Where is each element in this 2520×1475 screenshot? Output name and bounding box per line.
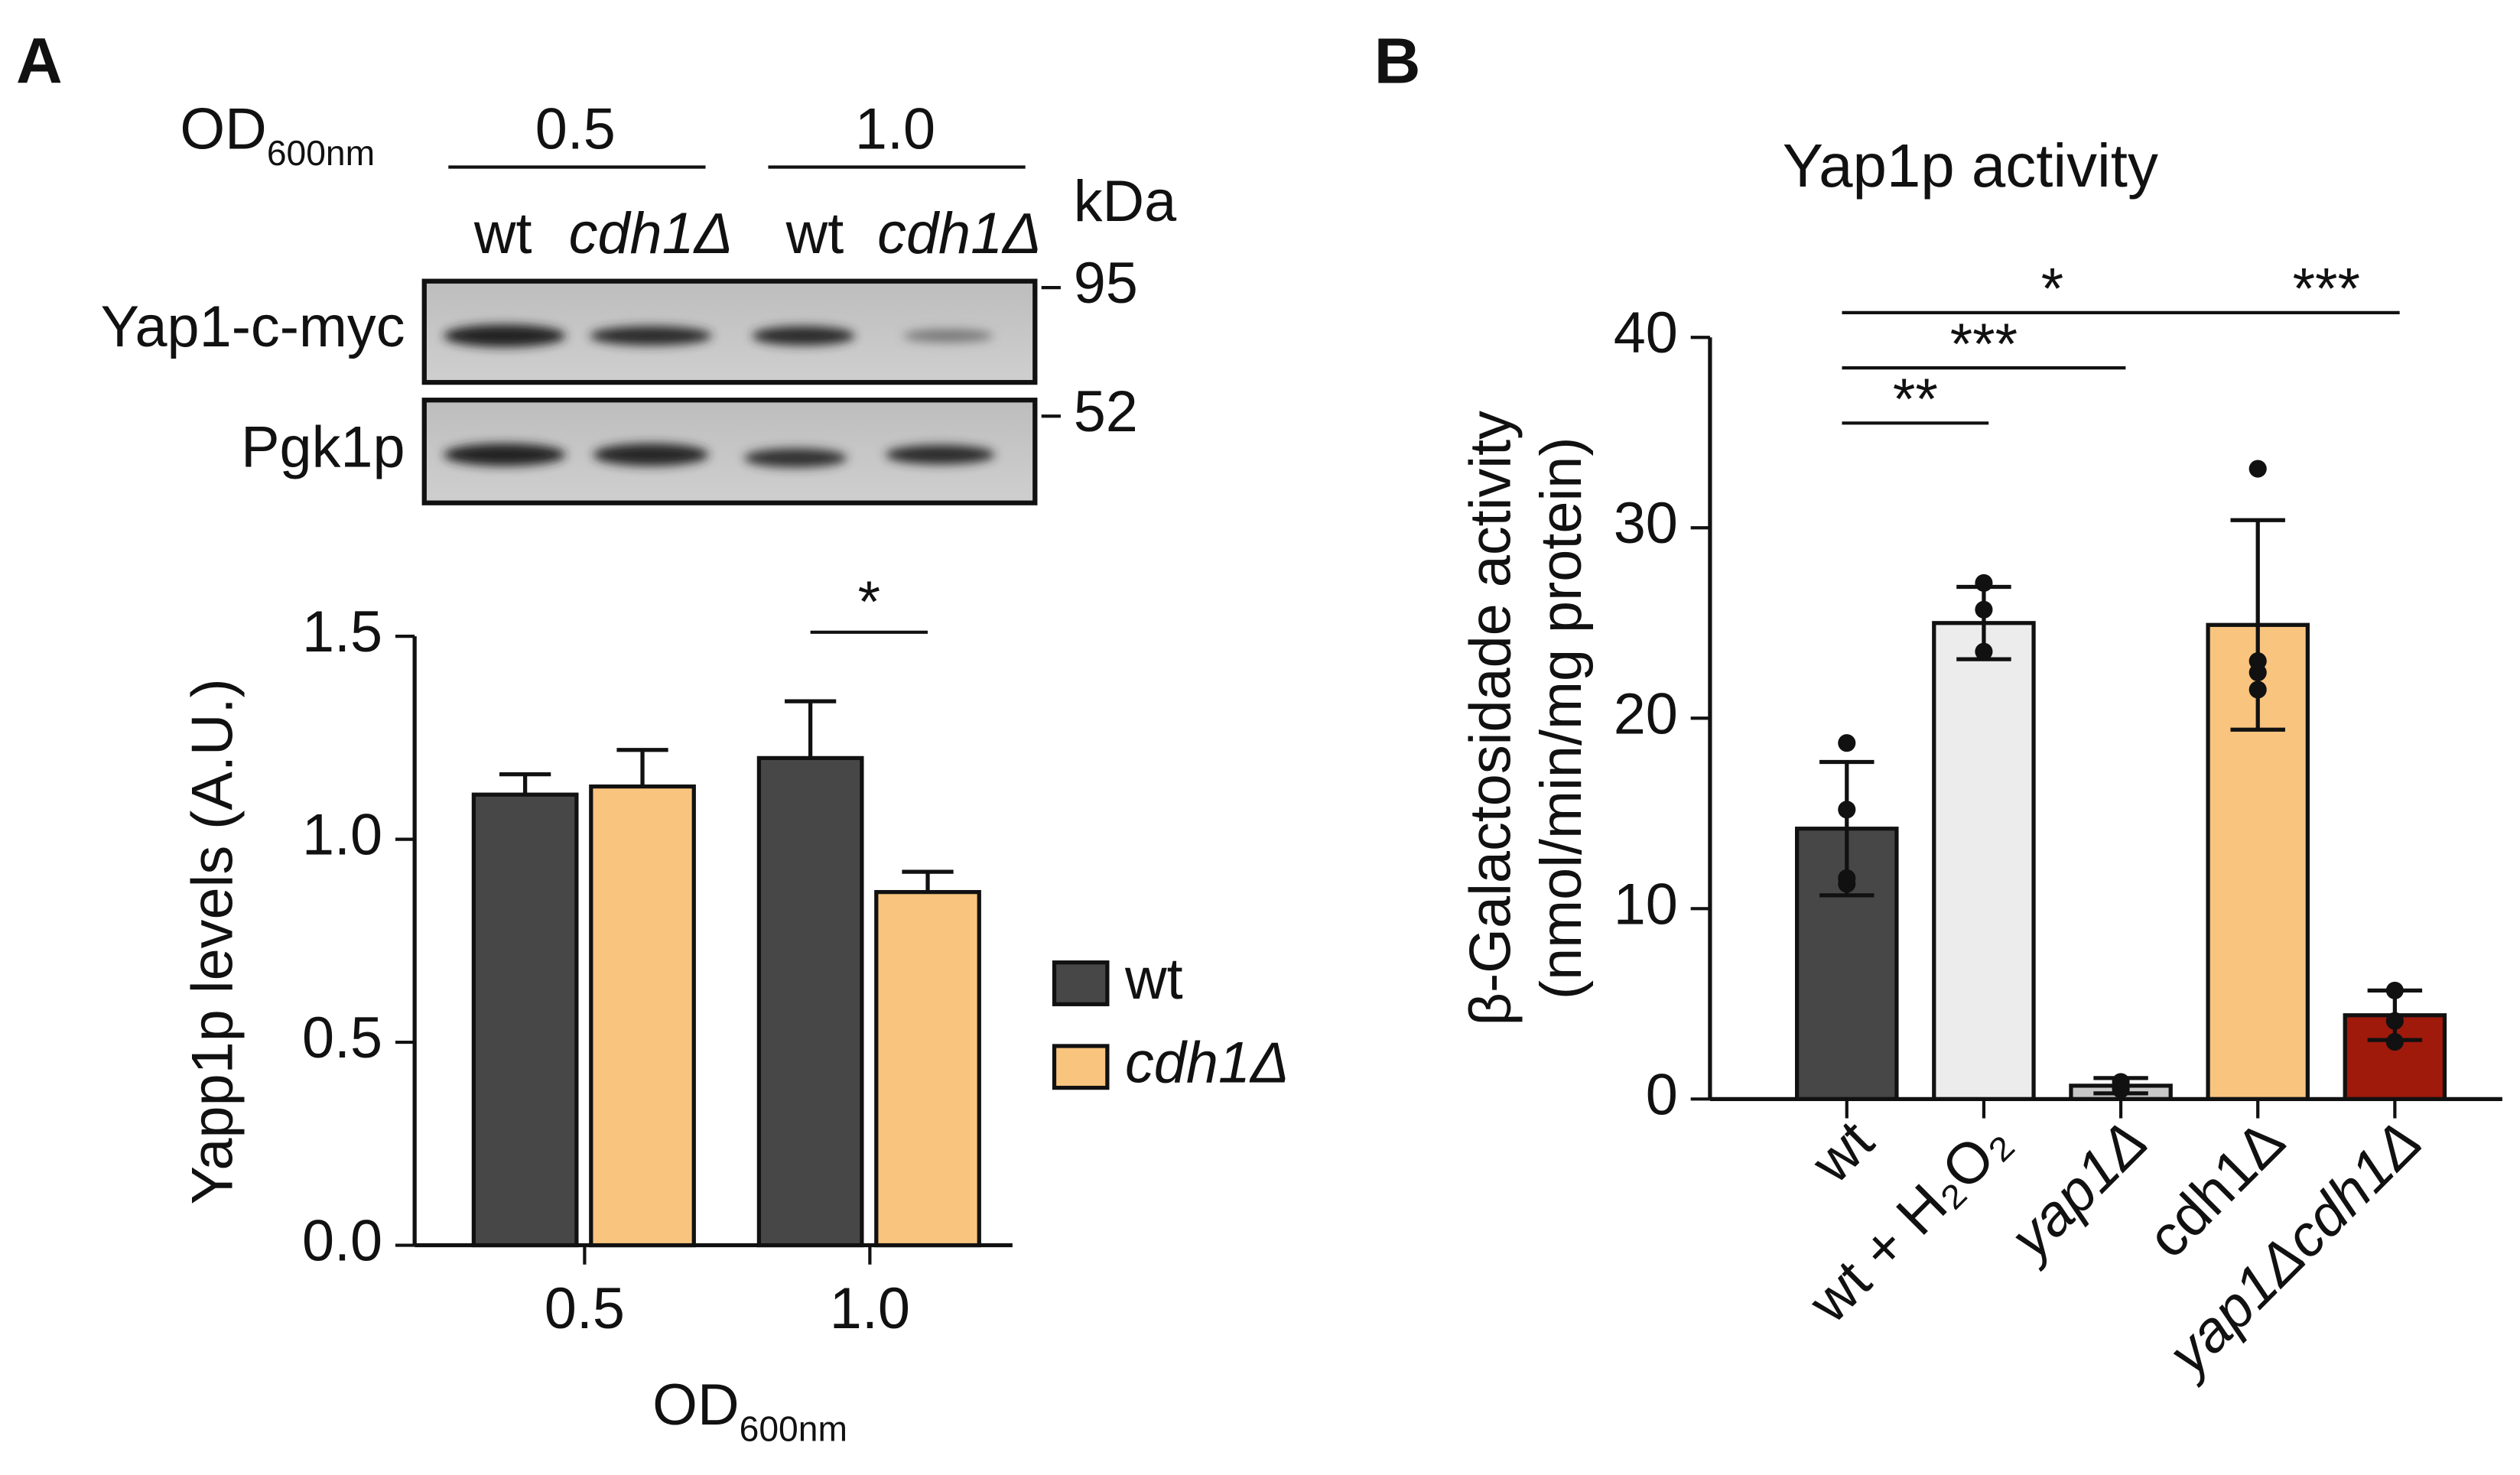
band <box>743 448 847 468</box>
lane-label: cdh1Δ <box>569 202 733 266</box>
data-point <box>2248 460 2267 478</box>
significance-label: *** <box>2293 258 2360 322</box>
chart-title: Yap1p activity <box>1783 132 2158 200</box>
band <box>752 326 855 346</box>
row-label: Pgk1p <box>241 415 405 479</box>
bar <box>471 792 579 1248</box>
od-sub: 600nm <box>267 133 375 173</box>
marker-label: 95 <box>1074 252 1138 316</box>
data-point <box>2385 1033 2404 1051</box>
blot-group: 1.0 <box>855 97 935 161</box>
bar <box>874 889 981 1248</box>
lane-label: wt <box>473 202 532 266</box>
data-point <box>1975 573 1993 593</box>
legend-label: wt <box>1124 947 1183 1012</box>
y-tick-label: 30 <box>1614 492 1678 556</box>
significance-label: *** <box>1950 313 2018 377</box>
band <box>443 324 566 347</box>
y-tick-label: 20 <box>1614 682 1678 746</box>
lane-label: cdh1Δ <box>877 202 1042 266</box>
data-point <box>2248 681 2267 699</box>
data-point <box>1838 801 1856 819</box>
band <box>590 326 712 346</box>
legend-swatch <box>1052 960 1110 1006</box>
x-tick-label: 1.0 <box>830 1277 910 1341</box>
bar <box>756 755 864 1248</box>
lane-label: wt <box>785 202 844 266</box>
x-axis-label: OD600nm <box>652 1373 847 1449</box>
x-axis-label-text: OD <box>652 1373 739 1438</box>
bar <box>589 784 696 1248</box>
panel-label: A <box>16 24 63 96</box>
data-point <box>2385 1012 2404 1030</box>
od-label: OD600nm <box>180 97 375 173</box>
panel-label: B <box>1374 24 1421 96</box>
y-tick-label: 40 <box>1614 301 1678 366</box>
row-label: Yap1-c-myc <box>101 295 405 359</box>
blot-group: 0.5 <box>535 97 616 161</box>
y-tick-label: 1.0 <box>302 804 382 868</box>
data-point <box>2112 1080 2130 1099</box>
data-point <box>1838 734 1856 752</box>
y-tick-label: 0.0 <box>302 1210 382 1274</box>
data-point <box>1838 875 1856 893</box>
x-tick-label: wt <box>1800 1109 1887 1196</box>
data-point <box>2385 981 2404 999</box>
legend-label: cdh1Δ <box>1125 1031 1289 1095</box>
x-tick-label: yap1Δ <box>1996 1109 2161 1273</box>
data-point <box>2248 663 2267 682</box>
kda-label: kDa <box>1074 170 1177 234</box>
marker-label: 52 <box>1074 380 1138 444</box>
significance-label: * <box>858 570 880 635</box>
x-tick-label: 0.5 <box>545 1277 625 1341</box>
y-tick-label: 0 <box>1646 1063 1678 1127</box>
x-axis-label-sub: 600nm <box>740 1409 847 1449</box>
y-tick-label: 0.5 <box>302 1006 382 1071</box>
y-axis-label: (nmol/min/mg protein) <box>1530 437 1594 999</box>
y-axis-label: β-Galactosidade activity <box>1458 411 1523 1026</box>
bands <box>443 324 995 468</box>
legend-swatch <box>1052 1044 1110 1090</box>
y-axis-label: Yapp1p levels (A.U.) <box>181 678 245 1204</box>
y-tick-label: 10 <box>1614 872 1678 937</box>
significance-label: ** <box>1893 368 1938 432</box>
significance-label: * <box>2041 258 2063 322</box>
bar <box>1932 621 2036 1101</box>
y-tick-label: 1.5 <box>302 600 382 664</box>
band <box>593 443 709 466</box>
band <box>902 329 993 343</box>
band <box>885 445 995 465</box>
data-point <box>1975 642 1993 661</box>
data-point <box>1975 600 1993 619</box>
od-text: OD <box>180 97 266 161</box>
band <box>443 443 566 466</box>
